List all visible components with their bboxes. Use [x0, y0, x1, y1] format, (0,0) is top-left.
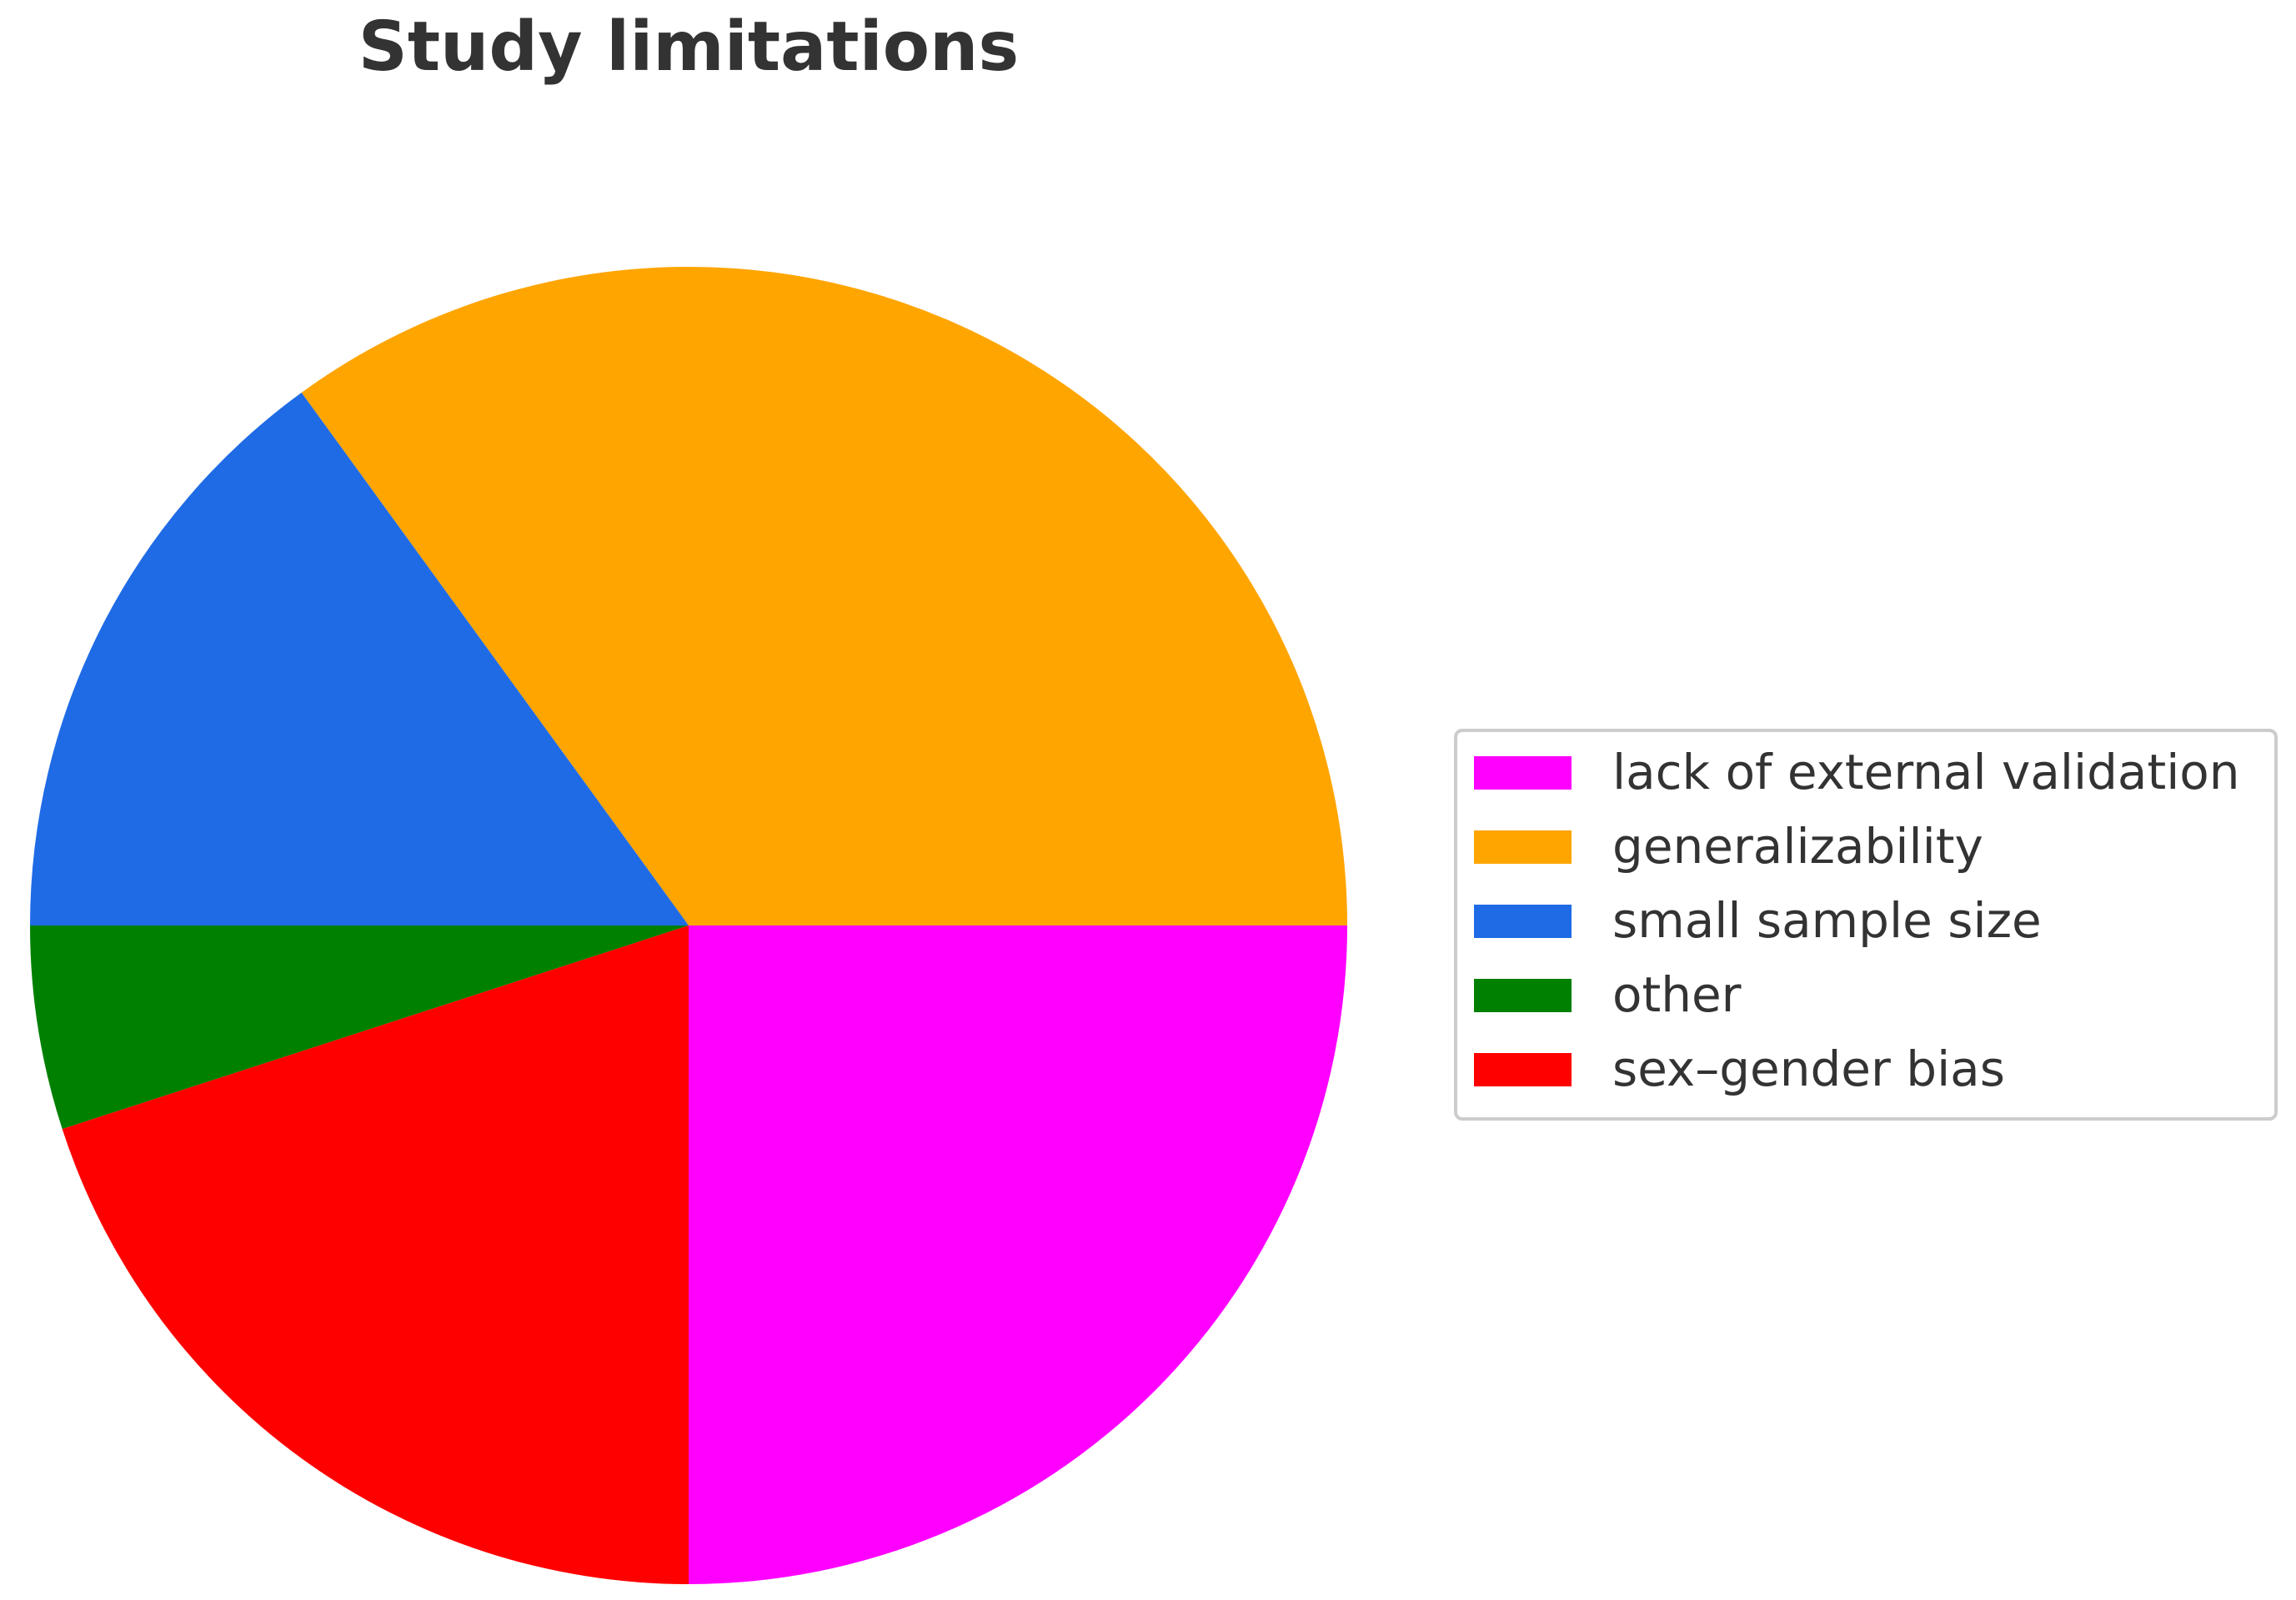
- legend-label-2: generalizability: [1612, 818, 1983, 875]
- legend-swatch-2: [1474, 830, 1572, 864]
- legend-label-4: other: [1612, 966, 1742, 1023]
- legend-label-3: small sample size: [1612, 892, 2042, 949]
- pie-slice-3: [30, 392, 689, 925]
- pie-slice-4: [30, 925, 689, 1130]
- pie-slice-2: [301, 267, 1347, 926]
- legend-swatch-5: [1474, 1053, 1572, 1086]
- pie-slices: [30, 267, 1347, 1584]
- pie-slice-5: [62, 925, 689, 1584]
- legend-label-5: sex–gender bias: [1612, 1041, 2005, 1097]
- chart-title: Study limitations: [358, 8, 1019, 87]
- legend: lack of external validation generalizabil…: [1454, 729, 2278, 1121]
- pie-slice-1: [689, 925, 1347, 1584]
- legend-swatch-3: [1474, 905, 1572, 938]
- legend-swatch-4: [1474, 979, 1572, 1012]
- legend-swatch-1: [1474, 756, 1572, 790]
- legend-label-1: lack of external validation: [1612, 744, 2240, 800]
- legend-frame: [1454, 729, 2278, 1121]
